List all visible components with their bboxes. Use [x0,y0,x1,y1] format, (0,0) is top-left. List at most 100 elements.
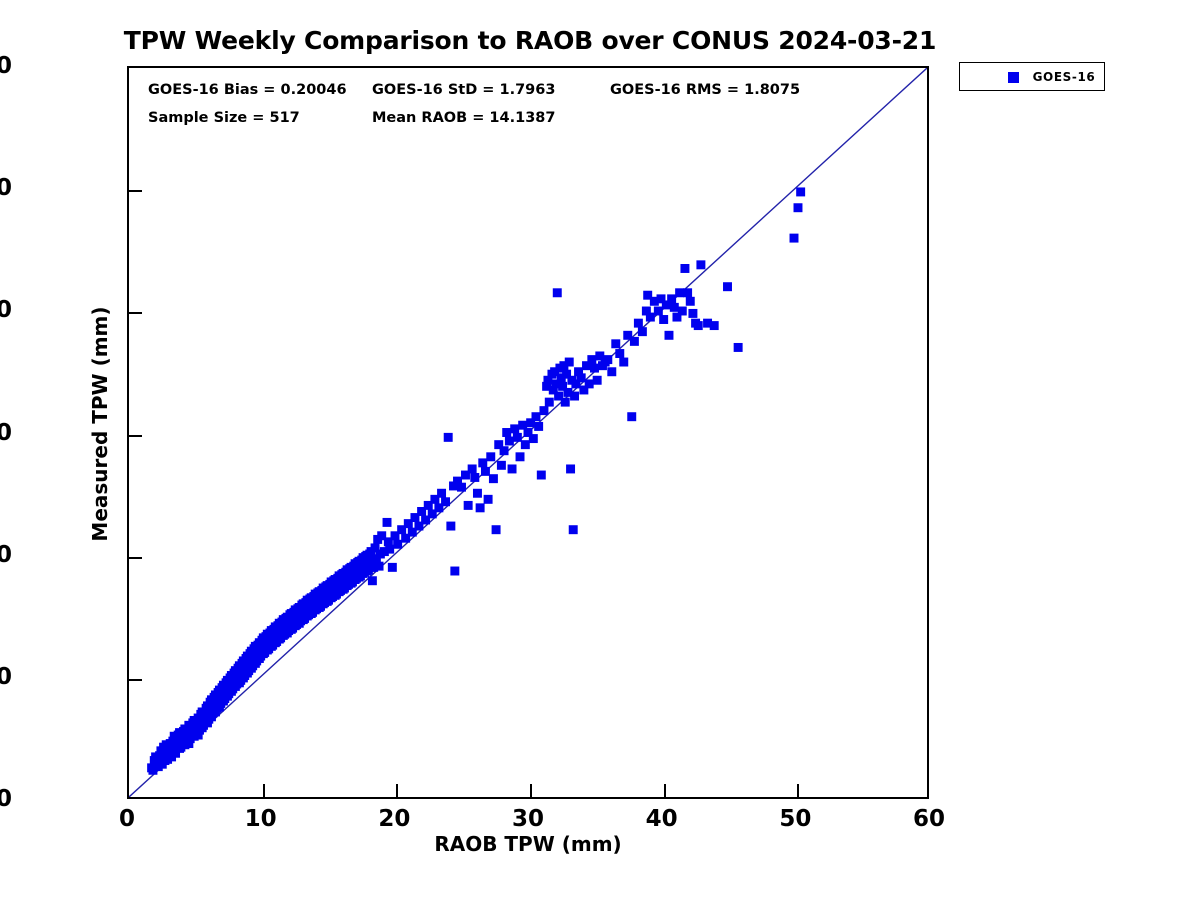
scatter-marker [661,300,671,310]
scatter-marker [443,432,453,442]
scatter-marker [171,748,181,758]
scatter-marker [551,379,561,389]
scatter-marker [523,428,533,437]
scatter-marker [554,391,564,401]
scatter-marker [693,321,703,331]
legend: GOES-16 [959,62,1105,91]
stat-bias: GOES-16 Bias = 0.20046 [148,82,347,98]
legend-marker-goes16-icon [1008,72,1019,83]
scatter-marker [733,342,743,352]
scatter-marker [486,452,496,462]
scatter-marker [570,391,580,401]
y-axis-title: Measured TPW (mm) [88,306,112,542]
x-axis-title: RAOB TPW (mm) [434,832,622,856]
scatter-marker [669,302,679,312]
scatter-marker [627,412,637,422]
stat-std: GOES-16 StD = 1.7963 [372,82,556,98]
scatter-marker [403,519,413,529]
scatter-marker [659,315,669,324]
legend-label-goes16: GOES-16 [1032,70,1096,84]
y-tick-label: 0 [0,786,12,812]
scatter-marker [584,379,594,389]
scatter-marker [688,308,698,318]
chart-title: TPW Weekly Comparison to RAOB over CONUS… [123,26,937,55]
scatter-marker [423,500,433,510]
plot-inner [129,68,927,797]
scatter-marker [566,464,576,474]
y-axis-tick [129,434,142,437]
scatter-marker [463,500,473,510]
stat-rms: GOES-16 RMS = 1.8075 [610,82,801,98]
scatter-marker [488,474,498,484]
scatter-marker [397,525,407,535]
scatter-marker [568,525,578,535]
stat-sample-size: Sample Size = 517 [148,110,300,126]
scatter-marker [611,339,621,349]
x-axis-tick [262,784,265,797]
scatter-marker [592,375,602,385]
x-axis-tick [530,784,532,797]
x-axis-tick [396,784,399,797]
x-tick-label: 60 [912,806,945,832]
y-tick-label: 30 [0,419,12,446]
scatter-marker [793,203,803,213]
scatter-marker [382,517,392,527]
y-tick-label: 20 [0,541,12,568]
scatter-points-goes16 [147,187,806,775]
scatter-marker [664,330,674,340]
scatter-marker [371,554,381,564]
scatter-marker [552,288,562,298]
scatter-marker [544,397,554,407]
scatter-marker [387,562,397,572]
scatter-marker [623,330,633,340]
scatter-marker [472,488,482,498]
scatter-marker [656,294,666,304]
y-axis-tick [129,190,142,193]
scatter-marker [515,452,525,462]
x-tick-label: 30 [511,806,544,832]
scatter-marker [643,290,653,300]
y-axis-tick [129,556,142,559]
scatter-marker [453,476,462,486]
scatter-marker [672,312,682,322]
scatter-marker [576,373,586,383]
x-axis-tick [663,784,666,797]
scatter-marker [587,355,597,365]
scatter-marker [393,539,403,549]
scatter-marker [390,531,400,541]
scatter-marker [590,363,599,373]
scatter-marker [548,385,558,395]
stat-mean-raob: Mean RAOB = 14.1387 [372,110,556,126]
scatter-marker [377,531,387,541]
scatter-marker [559,361,569,371]
scatter-marker [446,521,456,531]
scatter-marker [564,357,574,367]
scatter-marker [649,296,659,306]
scatter-marker [502,428,512,437]
y-axis-tick [129,678,142,681]
scatter-marker [641,306,651,316]
scatter-marker [560,397,570,407]
scatter-marker [543,375,553,385]
scatter-marker [414,521,424,531]
scatter-marker [528,434,538,444]
scatter-marker [603,355,613,365]
scatter-marker [434,503,444,513]
scatter-marker [461,470,470,480]
x-tick-label: 10 [244,806,277,832]
scatter-marker [407,527,417,537]
x-tick-label: 20 [378,806,411,832]
scatter-marker [550,367,560,377]
x-tick-label: 50 [779,806,812,832]
y-tick-label: 40 [0,297,12,324]
scatter-marker [499,446,509,456]
scatter-marker [539,406,549,416]
y-axis-tick [129,312,142,315]
scatter-marker [629,336,639,346]
scatter-marker [680,263,690,273]
scatter-marker [619,357,629,367]
scatter-marker [148,765,158,775]
scatter-marker [494,440,504,450]
scatter-marker [504,436,514,446]
